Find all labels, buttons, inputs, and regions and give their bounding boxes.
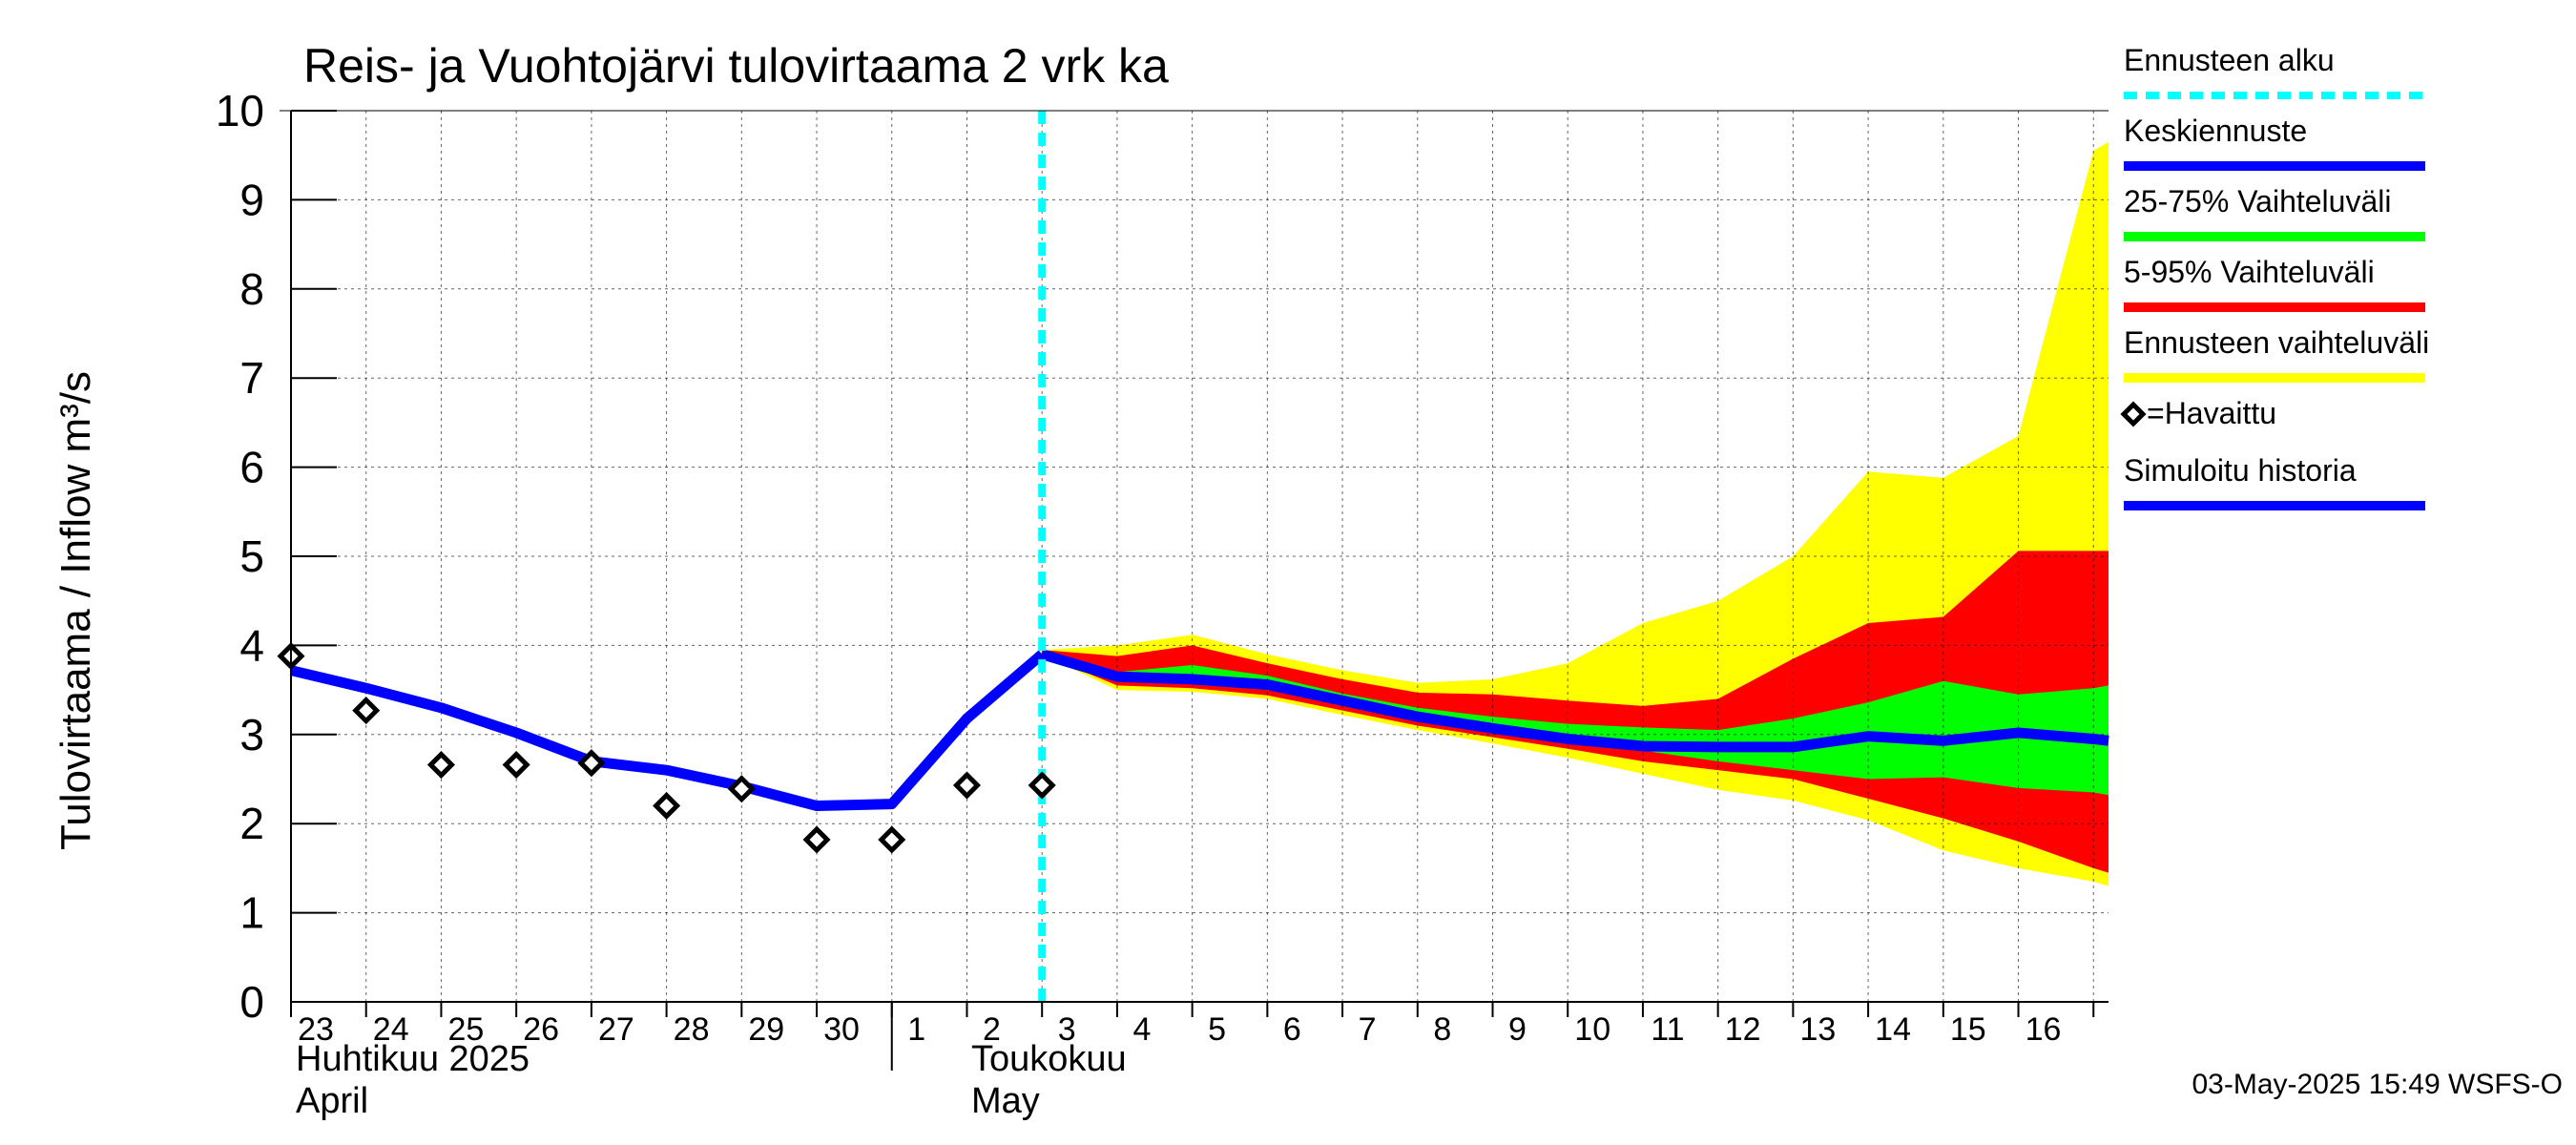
band-5-95 — [1042, 551, 2109, 873]
x-tick-label: 9 — [1508, 1011, 1527, 1048]
x-tick-label: 8 — [1433, 1011, 1451, 1048]
series-lines — [289, 111, 2109, 1002]
x-tick-label: 15 — [1950, 1011, 1986, 1048]
x-tick-label: 29 — [748, 1011, 784, 1048]
month-label-may-fi: Toukokuu — [971, 1039, 1127, 1079]
x-tick-label: 13 — [1799, 1011, 1836, 1048]
observed-point — [727, 775, 756, 803]
x-tick-label: 5 — [1208, 1011, 1226, 1048]
x-tick-label: 11 — [1651, 1011, 1684, 1048]
y-tick-labels: 0 1 2 3 4 5 6 7 8 9 10 — [216, 86, 264, 1027]
x-tick-label: 27 — [598, 1011, 634, 1048]
x-tick-label: 10 — [1574, 1011, 1610, 1048]
observed-point — [878, 825, 906, 854]
x-tick-label: 1 — [907, 1011, 925, 1048]
y-tick-label: 10 — [216, 86, 264, 135]
x-tick-labels: 23 24 25 26 27 28 29 30 1 2 3 4 5 6 7 8 9 10 11 12 13 14 15 16 — [298, 1011, 2061, 1048]
observed-point — [352, 697, 381, 725]
legend-label: Simuloitu historia — [2124, 453, 2357, 488]
x-tick-label: 2 — [983, 1011, 1001, 1048]
x-tick-label: 28 — [674, 1011, 710, 1048]
x-tick-label: 12 — [1725, 1011, 1761, 1048]
x-tick-label: 16 — [2025, 1011, 2062, 1048]
legend-label: 25-75% Vaihteluväli — [2124, 184, 2391, 219]
y-tick-label: 5 — [239, 531, 264, 581]
observed-point — [577, 749, 606, 778]
y-tick-label: 6 — [239, 443, 264, 492]
legend-label: Keskiennuste — [2124, 114, 2307, 148]
y-axis-label: Tulovirtaama / Inflow m³/s — [52, 371, 99, 850]
y-tick-label: 9 — [239, 175, 264, 224]
x-tick-label: 7 — [1359, 1011, 1377, 1048]
x-tick-label: 14 — [1875, 1011, 1911, 1048]
grid-lines — [291, 110, 2109, 1002]
legend-label: =Havaittu — [2147, 396, 2276, 430]
legend-label: 5-95% Vaihteluväli — [2124, 255, 2375, 289]
x-tick-label: 25 — [448, 1011, 485, 1048]
forecast-bands — [1042, 141, 2109, 886]
x-tick-label: 26 — [523, 1011, 559, 1048]
y-tick-label: 3 — [239, 710, 264, 760]
y-tick-label: 4 — [239, 620, 264, 670]
observed-point — [426, 751, 455, 780]
axes — [280, 110, 2109, 1071]
footer-timestamp: 03-May-2025 15:49 WSFS-O — [2192, 1069, 2564, 1100]
y-tick-label: 1 — [239, 888, 264, 938]
x-tick-label: 4 — [1132, 1011, 1151, 1048]
y-tick-label: 2 — [239, 799, 264, 848]
observed-point — [1028, 771, 1056, 800]
legend-marker-observed — [2120, 401, 2147, 427]
x-tick-label: 3 — [1058, 1011, 1076, 1048]
observed-point — [952, 771, 982, 800]
legend: Ennusteen alku Keskiennuste 25-75% Vaihtel… — [2120, 43, 2429, 510]
observed-markers — [277, 642, 1056, 854]
observed-point — [653, 791, 681, 821]
y-tick-label: 0 — [239, 977, 264, 1027]
month-label-may-en: May — [971, 1081, 1040, 1121]
month-label-april-fi: Huhtikuu 2025 — [296, 1039, 530, 1079]
chart-title: Reis- ja Vuohtojärvi tulovirtaama 2 vrk … — [303, 39, 1169, 93]
x-tick-label: 23 — [298, 1011, 334, 1048]
month-label-april-en: April — [296, 1081, 368, 1121]
x-tick-label: 6 — [1283, 1011, 1301, 1048]
y-tick-label: 8 — [239, 264, 264, 314]
y-tick-label: 7 — [239, 353, 264, 403]
simulated-history-line — [289, 650, 1046, 812]
observed-point — [502, 751, 530, 780]
x-tick-label: 30 — [823, 1011, 860, 1048]
observed-point — [802, 825, 831, 854]
legend-label: Ennusteen vaihteluväli — [2124, 325, 2429, 360]
median-forecast-line — [1040, 649, 2109, 753]
x-tick-label: 24 — [373, 1011, 409, 1048]
legend-label: Ennusteen alku — [2124, 43, 2335, 77]
